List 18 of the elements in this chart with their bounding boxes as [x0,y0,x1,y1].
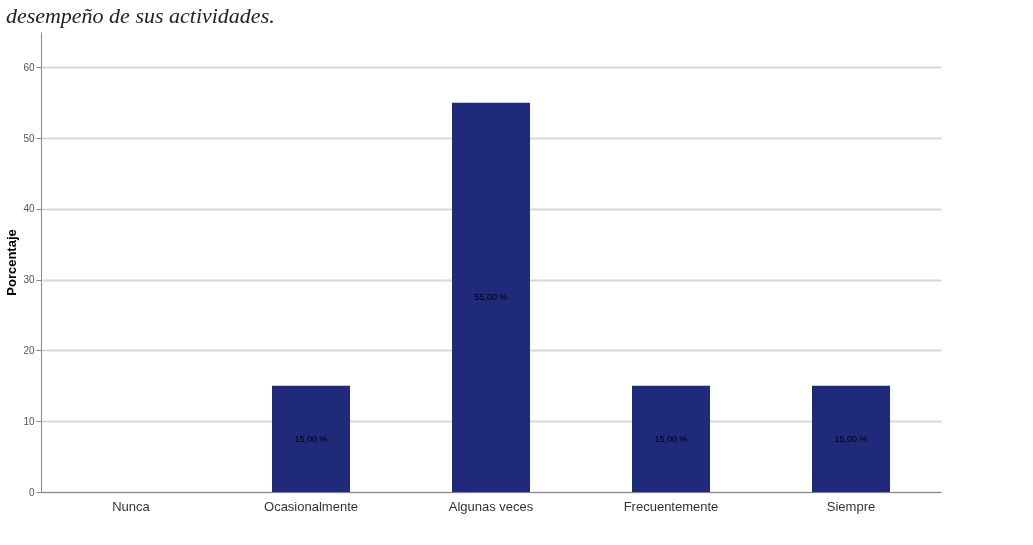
chart-title: desempeño de sus actividades. [5,3,275,28]
y-axis-title: Porcentaje [4,229,20,296]
y-tick-label: 0 [28,486,35,498]
x-tick-label: Siempre [826,498,876,514]
x-tick-label: Nunca [112,498,151,514]
y-tick-label: 30 [23,274,35,286]
data-label: 15,00 % [654,433,688,444]
y-tick-label: 10 [23,415,35,427]
x-tick-label: Algunas veces [448,498,534,514]
y-tick-label: 40 [23,203,35,215]
x-tick-label: Ocasionalmente [264,498,358,514]
y-tick-label: 50 [23,132,35,144]
data-label: 55,00 % [474,292,508,303]
y-tick-label: 60 [23,61,35,73]
y-tick-label: 20 [23,344,35,356]
data-label: 15,00 % [294,433,328,444]
x-tick-label: Frecuentemente [623,498,719,514]
data-label: 15,00 % [834,433,868,444]
